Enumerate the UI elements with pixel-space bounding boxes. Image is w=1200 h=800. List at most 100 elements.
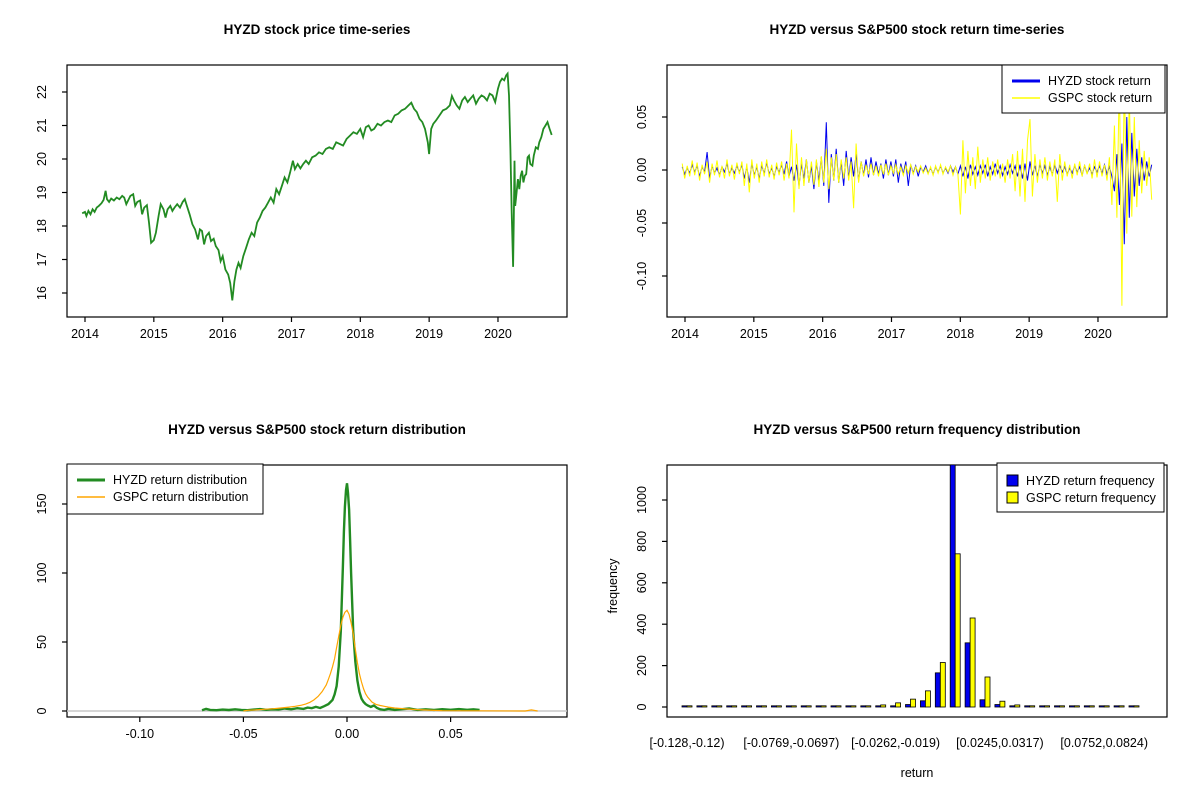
hyzd-freq-bar [919,700,926,708]
density-chart-title: HYZD versus S&P500 stock return distribu… [168,422,466,437]
x-axis: 2014 2015 2016 2017 2018 2019 2020 [71,317,512,341]
returns-chart-panel: HYZD versus S&P500 stock return time-ser… [600,0,1200,400]
svg-text:2014: 2014 [71,327,99,341]
legend-box [1001,64,1166,114]
gspc-freq-bar [775,705,782,708]
hyzd-density-line [201,483,480,712]
hyzd-freq-bar [979,699,986,708]
svg-text:2017: 2017 [278,327,306,341]
svg-text:0.05: 0.05 [438,727,462,741]
svg-text:600: 600 [635,572,649,593]
gspc-freq-bar [746,705,753,708]
gspc-freq-bar [835,705,842,708]
svg-text:-0.05: -0.05 [635,209,649,238]
svg-text:[-0.0769,-0.0697): [-0.0769,-0.0697) [743,736,839,750]
gspc-freq-bar [805,705,812,708]
hyzd-freq-bar [681,705,688,708]
svg-text:2019: 2019 [1015,327,1043,341]
gspc-freq-bar [939,662,946,708]
hyzd-freq-bar [890,705,897,708]
density-series [67,483,567,712]
hyzd-freq-bar [1024,705,1031,708]
hyzd-freq-bar [1068,705,1075,708]
svg-text:0: 0 [35,707,49,714]
hyzd-freq-bar [949,465,956,708]
hyzd-freq-bar [905,704,911,708]
svg-text:200: 200 [635,655,649,676]
returns-chart-title: HYZD versus S&P500 stock return time-ser… [769,22,1065,37]
svg-text:17: 17 [35,253,49,267]
gspc-freq-bar [954,553,961,708]
hyzd-freq-bar [696,705,703,708]
hyzd-freq-bar [756,705,762,708]
svg-text:150: 150 [35,494,49,515]
gspc-freq-bar [820,705,827,708]
gspc-freq-bar [1044,705,1051,708]
legend: HYZD stock return GSPC stock return [1001,64,1166,114]
svg-text:2016: 2016 [809,327,837,341]
gspc-freq-bar [1014,704,1021,708]
y-axis: 0.05 0.00 -0.05 -0.10 [635,105,667,290]
svg-text:100: 100 [35,563,49,584]
legend-swatch-square [1006,474,1019,487]
y-axis: 0 200 400 600 800 1000 [635,486,667,710]
svg-text:[-0.128,-0.12): [-0.128,-0.12) [649,736,724,750]
svg-text:400: 400 [635,614,649,635]
svg-text:2018: 2018 [946,327,974,341]
svg-text:1000: 1000 [635,486,649,514]
svg-text:18: 18 [35,219,49,233]
y-axis: 0 50 100 150 [35,494,67,714]
gspc-freq-bar [910,698,916,708]
svg-text:2015: 2015 [140,327,168,341]
svg-text:GSPC return distribution: GSPC return distribution [113,490,249,504]
hyzd-freq-bar [934,672,941,708]
hyzd-freq-bar [875,705,882,708]
plot-box [666,464,1168,718]
svg-text:0: 0 [635,703,649,710]
svg-text:frequency: frequency [606,558,620,614]
gspc-freq-bar [969,617,976,708]
hyzd-freq-bar [1083,705,1090,708]
legend: HYZD return distribution GSPC return dist… [66,463,264,515]
hyzd-freq-bar [785,705,792,708]
hyzd-freq-bar [770,705,777,708]
gspc-freq-bar [761,705,767,708]
svg-text:GSPC stock return: GSPC stock return [1048,91,1152,105]
hyzd-freq-bar [964,642,971,708]
svg-text:2019: 2019 [415,327,443,341]
svg-text:0.00: 0.00 [335,727,359,741]
gspc-freq-bar [790,705,797,708]
svg-text:2020: 2020 [1084,327,1112,341]
hyzd-freq-bar [1009,705,1016,708]
svg-text:16: 16 [35,286,49,300]
gspc-freq-bar [1059,705,1065,708]
returns-series [681,71,1153,306]
svg-text:20: 20 [35,152,49,166]
svg-text:0.00: 0.00 [635,158,649,182]
plot-box [666,64,1168,318]
svg-text:GSPC return frequency: GSPC return frequency [1026,491,1157,505]
axis-titles: return frequency [606,558,933,780]
legend-box [996,462,1165,513]
density-chart-plot: -0.10 -0.05 0.00 0.05 0 50 100 150 HYZD return d… [35,463,568,741]
plot-box [66,464,568,718]
svg-text:HYZD stock return: HYZD stock return [1048,74,1151,88]
gspc-return-line [681,71,1153,306]
price-chart-panel: HYZD stock price time-series 2014 2015 201… [0,0,600,400]
x-axis: 2014 2015 2016 2017 2018 2019 2020 [671,317,1112,341]
gspc-freq-bar [895,702,902,708]
hyzd-freq-bar [815,705,822,708]
svg-text:2020: 2020 [484,327,512,341]
hyzd-freq-bar [1054,705,1060,708]
svg-text:-0.10: -0.10 [126,727,155,741]
gspc-freq-bar [865,705,872,708]
svg-text:0.05: 0.05 [635,105,649,129]
hyzd-freq-bar [800,705,807,708]
gspc-freq-bar [1088,705,1095,708]
svg-text:800: 800 [635,531,649,552]
histogram-chart-title: HYZD versus S&P500 return frequency dist… [753,422,1081,437]
y-axis: 16 17 18 19 20 21 22 [35,85,67,300]
gspc-freq-bar [1118,705,1125,708]
hyzd-freq-bar [1098,705,1105,708]
svg-text:-0.05: -0.05 [229,727,258,741]
